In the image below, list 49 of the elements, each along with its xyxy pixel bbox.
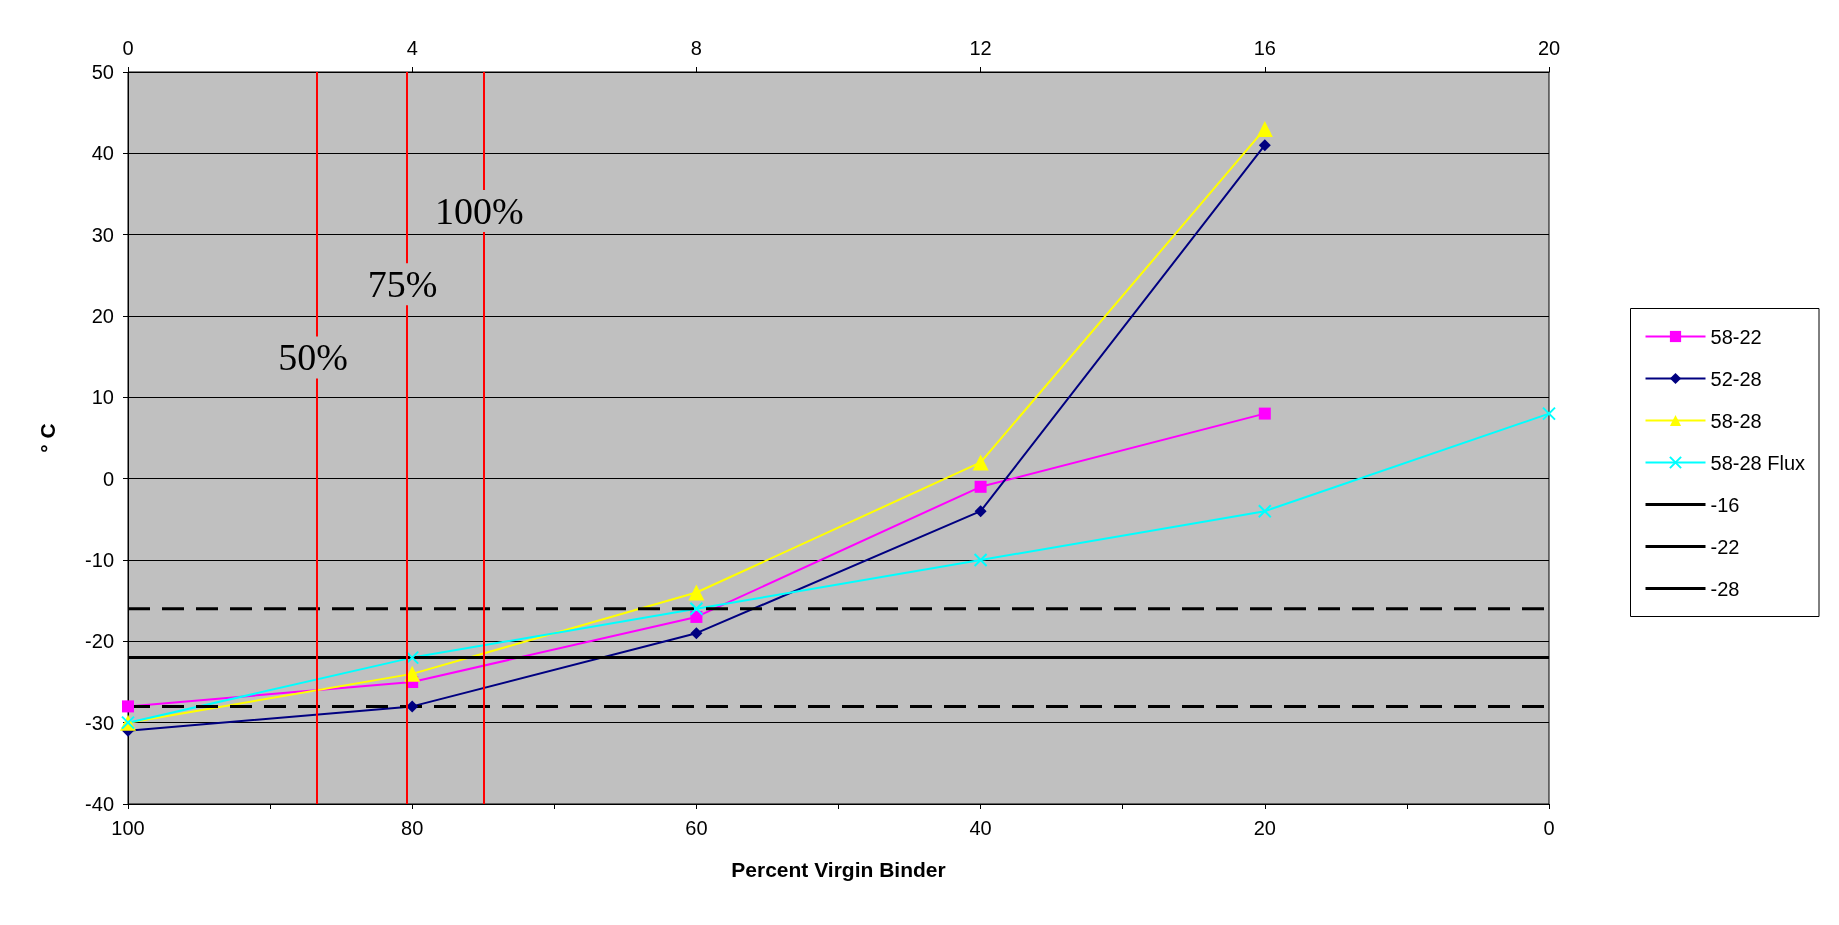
point xyxy=(972,454,989,471)
x2-tick-label: 0 xyxy=(122,37,134,59)
point xyxy=(974,480,987,493)
annotation: 75% xyxy=(367,263,438,306)
x-tick-label: 80 xyxy=(401,817,424,839)
y-tick-label: 30 xyxy=(91,223,114,246)
y-tick-label: 40 xyxy=(91,142,114,165)
x-tick-label: 0 xyxy=(1543,817,1555,839)
x-tick-label: 40 xyxy=(969,817,992,839)
legend-label: 58-22 xyxy=(1710,325,1762,348)
legend-label: 58-28 Flux xyxy=(1710,451,1806,474)
x-axis-title: Percent Virgin Binder xyxy=(731,858,946,881)
point xyxy=(405,650,420,665)
legend-label: -28 xyxy=(1710,577,1740,600)
x2-tick-label: 16 xyxy=(1253,37,1276,59)
legend-label: -22 xyxy=(1710,535,1740,558)
legend-label: 58-28 xyxy=(1710,409,1762,432)
x-tick-label: 100 xyxy=(111,817,145,839)
y-tick-label: 0 xyxy=(102,467,114,490)
x2-tick-label: 8 xyxy=(690,37,702,59)
y-tick-label: 10 xyxy=(91,386,114,409)
y-tick-label: 20 xyxy=(91,305,114,327)
point xyxy=(1257,504,1272,519)
x2-tick-label: 12 xyxy=(969,37,992,59)
y-tick-label: 50 xyxy=(91,61,114,83)
point xyxy=(404,665,421,682)
point xyxy=(974,505,987,518)
point xyxy=(973,553,988,567)
annotation: 100% xyxy=(434,190,524,233)
point xyxy=(689,601,704,616)
point xyxy=(1258,407,1271,420)
x2-tick-label: 4 xyxy=(406,37,418,59)
y-tick-label: -20 xyxy=(85,630,114,653)
y-tick-label: -30 xyxy=(85,711,114,734)
point xyxy=(122,700,134,713)
legend-label: 52-28 xyxy=(1710,367,1762,390)
y-axis-title: ° C xyxy=(36,423,59,453)
annotation: 50% xyxy=(278,336,348,379)
point xyxy=(690,627,703,640)
legend-label: -16 xyxy=(1710,493,1740,516)
y-tick-label: -10 xyxy=(85,549,114,571)
x2-tick-label: 20 xyxy=(1537,37,1561,59)
x-tick-label: 60 xyxy=(685,817,708,839)
point xyxy=(1256,120,1273,137)
y-tick-label: -40 xyxy=(85,793,114,815)
x-tick-label: 20 xyxy=(1253,817,1276,839)
point xyxy=(1542,406,1556,421)
point xyxy=(1258,139,1271,152)
point xyxy=(688,584,705,601)
